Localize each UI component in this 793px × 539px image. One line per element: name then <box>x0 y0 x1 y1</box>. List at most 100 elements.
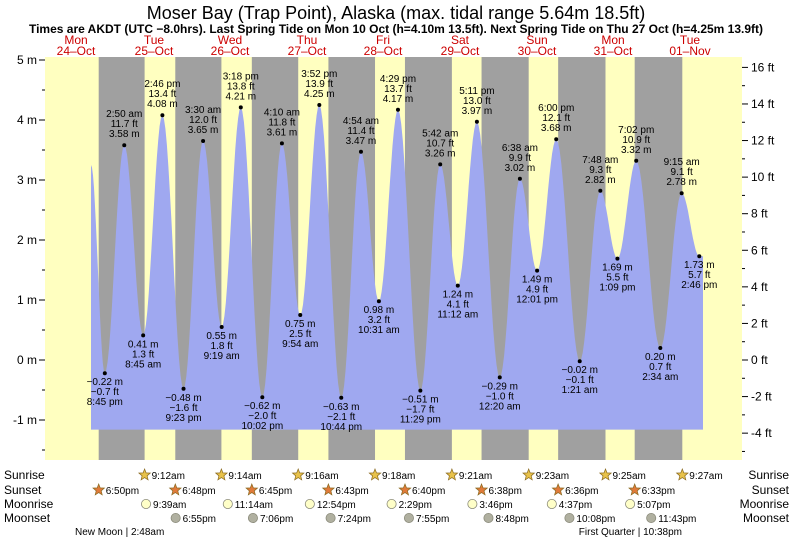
chart-subtitle: Times are AKDT (UTC −8.0hrs). Last Sprin… <box>29 22 763 36</box>
moonrise-icon <box>304 498 315 509</box>
high-tide-label: 13.9 ft <box>305 79 333 90</box>
sunset-icon <box>168 483 182 496</box>
low-tide-label: −0.63 m <box>323 402 359 413</box>
sunset-icon <box>474 483 489 496</box>
moon-phase-label: New Moon | 2:48am <box>75 527 164 538</box>
sunrise-time: 9:18am <box>382 471 415 482</box>
sunset-icon <box>628 483 642 496</box>
sunrise-icon <box>445 468 459 481</box>
low-tide-label: 0.75 m <box>285 319 316 330</box>
low-tide-label: 3.2 ft <box>368 315 390 326</box>
day-name-label: Sat <box>451 33 470 47</box>
low-tide-label: 1.3 ft <box>132 349 154 360</box>
moonrise-time: 12:54pm <box>317 500 356 511</box>
high-tide-label: 3:30 am <box>185 105 221 116</box>
y-tick-label-right: 12 ft <box>751 134 775 148</box>
y-tick-label-right: 4 ft <box>751 280 768 294</box>
high-tide-label: 3.61 m <box>267 127 298 138</box>
tide-point <box>615 256 620 261</box>
low-tide-label: 11:29 pm <box>400 415 441 426</box>
high-tide-label: 13.8 ft <box>227 81 255 92</box>
high-tide-label: 11.7 ft <box>111 119 138 130</box>
moonset-icon <box>325 513 336 524</box>
tide-point <box>497 375 502 380</box>
tide-point <box>474 119 479 124</box>
low-tide-label: 10:44 pm <box>320 422 362 433</box>
high-tide-label: 4.17 m <box>383 94 414 105</box>
low-tide-label: −0.7 ft <box>91 387 119 398</box>
high-tide-label: 6:00 pm <box>538 103 574 114</box>
high-tide-label: 11.8 ft <box>268 117 295 128</box>
tide-point <box>395 107 400 112</box>
high-tide-label: 7:02 pm <box>618 125 654 136</box>
tide-point <box>201 139 206 143</box>
y-tick-label-right: -4 ft <box>751 426 772 440</box>
low-tide-label: 2.5 ft <box>289 329 311 340</box>
moonset-icon <box>646 513 657 524</box>
moonrise-time: 5:07pm <box>637 500 670 511</box>
y-tick-label-left: 0 m <box>17 353 37 367</box>
sunset-row-label-right: Sunset <box>752 483 790 497</box>
sunrise-icon <box>598 468 613 481</box>
sunrise-time: 9:25am <box>612 471 645 482</box>
low-tide-label: 1.8 ft <box>211 341 233 352</box>
moonrise-icon <box>141 498 152 509</box>
moonrise-icon <box>546 498 557 509</box>
low-tide-label: −0.51 m <box>402 395 438 406</box>
high-tide-label: 3.47 m <box>346 136 377 147</box>
sunset-icon <box>398 483 412 496</box>
tide-point <box>339 395 344 400</box>
low-tide-label: −0.62 m <box>244 401 280 412</box>
high-tide-label: 3.97 m <box>462 106 493 117</box>
high-tide-label: 4.21 m <box>226 91 257 102</box>
day-date-label: 01–Nov <box>669 44 710 58</box>
low-tide-label: −1.7 ft <box>406 405 434 416</box>
moonset-time: 8:48pm <box>495 514 528 525</box>
sunset-row-label-left: Sunset <box>4 483 42 497</box>
low-tide-label: 10:31 am <box>358 325 400 336</box>
day-name-label: Wed <box>218 33 242 47</box>
high-tide-label: 5:42 am <box>422 128 458 139</box>
y-tick-label-right: 10 ft <box>751 170 775 184</box>
chart-title: Moser Bay (Trap Point), Alaska (max. tid… <box>147 3 646 23</box>
high-tide-label: 5:11 pm <box>459 86 494 97</box>
day-labels: Mon24–OctTue25–OctWed26–OctThu27–OctFri2… <box>57 33 711 58</box>
day-name-label: Thu <box>297 33 318 47</box>
tide-curve <box>91 105 703 430</box>
low-tide-label: 9:19 am <box>204 351 240 362</box>
moonset-row-label-right: Moonset <box>743 511 790 525</box>
sunrise-time: 9:21am <box>459 471 492 482</box>
moonset-time: 7:55pm <box>416 514 449 525</box>
high-tide-label: 3:52 pm <box>301 69 337 80</box>
tide-point <box>679 191 684 196</box>
y-tick-label-right: 6 ft <box>751 243 768 257</box>
day-name-label: Mon <box>601 33 624 47</box>
sunset-time: 6:43pm <box>335 486 368 497</box>
axes: -1 m 0 m 1 m 2 m 3 m 4 m 5 m -4 ft -2 ft 0 ft 2 ft… <box>13 53 775 452</box>
y-tick-label-right: 14 ft <box>751 97 775 111</box>
high-tide-label: 13.4 ft <box>148 89 176 100</box>
moonset-time: 6:55pm <box>183 514 216 525</box>
sunrise-time: 9:16am <box>305 471 338 482</box>
high-tide-label: 4.25 m <box>304 89 335 100</box>
y-tick-label-right: 8 ft <box>751 207 768 221</box>
high-tide-label: 12.0 ft <box>189 115 217 126</box>
low-tide-label: −1.6 ft <box>169 403 197 414</box>
moonset-time: 7:06pm <box>260 514 293 525</box>
moonrise-icon <box>222 498 233 509</box>
day-date-label: 25–Oct <box>135 44 174 58</box>
day-band <box>45 57 99 460</box>
moonrise-row-label-right: Moonrise <box>740 497 790 511</box>
high-tide-label: 13.7 ft <box>384 84 412 95</box>
low-tide-label: 0.55 m <box>206 331 237 342</box>
moonset-time: 10:08pm <box>576 514 615 525</box>
sunrise-time: 9:14am <box>228 471 261 482</box>
low-tide-label: −0.22 m <box>87 377 123 388</box>
moonset-icon <box>403 513 414 524</box>
low-tide-label: 0.41 m <box>128 339 159 350</box>
tide-point <box>577 359 582 364</box>
sunrise-icon <box>291 468 305 481</box>
tide-point <box>517 176 522 181</box>
tide-point <box>634 158 639 163</box>
